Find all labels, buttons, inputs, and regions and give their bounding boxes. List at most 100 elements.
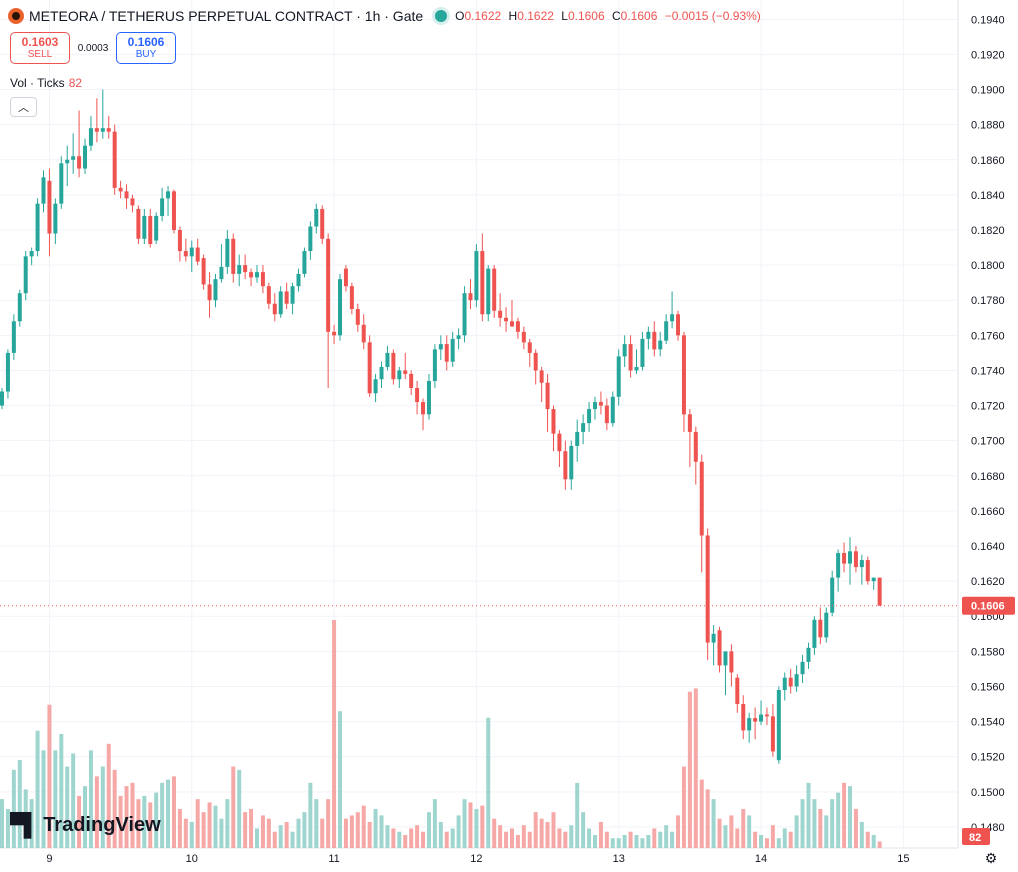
volume-bar bbox=[770, 825, 775, 848]
last-price-text: 0.1606 bbox=[971, 601, 1005, 613]
candle-body bbox=[717, 630, 722, 666]
low-label: L bbox=[561, 9, 568, 23]
candle-body bbox=[148, 215, 153, 245]
volume-bar bbox=[486, 717, 491, 848]
volume-bar bbox=[88, 750, 93, 848]
candle-body bbox=[5, 352, 10, 392]
price-tick-label: 0.1760 bbox=[971, 330, 1005, 342]
volume-bar bbox=[254, 828, 259, 848]
chevron-up-icon: ︿ bbox=[18, 102, 29, 114]
candle-body bbox=[284, 291, 289, 304]
volume-bar bbox=[225, 799, 230, 848]
candle-body bbox=[249, 272, 254, 278]
buy-label: BUY bbox=[135, 49, 157, 60]
volume-bar bbox=[634, 834, 639, 848]
volume-bar bbox=[391, 828, 396, 848]
volume-bar bbox=[5, 808, 10, 848]
candle-body bbox=[847, 551, 852, 564]
candle-body bbox=[11, 321, 16, 353]
volume-bar bbox=[711, 799, 716, 848]
candle-body bbox=[853, 551, 858, 568]
volume-bar bbox=[545, 821, 550, 848]
candle-body bbox=[201, 258, 206, 285]
candle-body bbox=[296, 273, 301, 287]
candle-body bbox=[794, 674, 799, 687]
volume-bar bbox=[11, 769, 16, 848]
price-tick-label: 0.1740 bbox=[971, 365, 1005, 377]
candle-body bbox=[415, 388, 420, 403]
volume-bar bbox=[687, 691, 692, 848]
buy-button[interactable]: 0.1606 BUY bbox=[116, 32, 176, 64]
candle-body bbox=[462, 293, 467, 336]
volume-bar bbox=[403, 834, 408, 848]
volume-bar bbox=[94, 776, 99, 848]
price-tick-label: 0.1520 bbox=[971, 752, 1005, 764]
volume-bar bbox=[17, 760, 22, 848]
volume-bars bbox=[0, 620, 882, 848]
candle-body bbox=[71, 156, 76, 160]
candle-body bbox=[527, 342, 532, 353]
volume-bar bbox=[462, 799, 467, 848]
collapse-legend-button[interactable]: ︿ bbox=[10, 97, 37, 117]
candle-body bbox=[243, 265, 248, 273]
candle-body bbox=[94, 128, 99, 132]
candle-body bbox=[290, 286, 295, 304]
volume-bar bbox=[533, 812, 538, 848]
candle-body bbox=[705, 535, 710, 643]
price-tick-label: 0.1660 bbox=[971, 506, 1005, 518]
candle-body bbox=[652, 331, 657, 350]
candle-body bbox=[77, 156, 82, 169]
candle-body bbox=[545, 382, 550, 410]
volume-bar bbox=[314, 799, 319, 848]
candle-body bbox=[403, 370, 408, 374]
price-scale[interactable]: 0.1940 0.1920 0.1900 0.1880 0.1860 0.1840 0.18… bbox=[971, 14, 1005, 834]
volume-bar bbox=[847, 786, 852, 848]
symbol-title[interactable]: METEORA / TETHERUS PERPETUAL CONTRACT · … bbox=[29, 8, 424, 24]
spread-value: 0.0003 bbox=[77, 42, 109, 54]
candle-body bbox=[213, 279, 218, 301]
candle-body bbox=[468, 293, 473, 301]
volume-bar bbox=[509, 828, 514, 848]
time-scale[interactable]: 9 10 11 12 13 14 15 bbox=[46, 853, 909, 865]
candle-body bbox=[492, 268, 497, 311]
volume-bar bbox=[836, 792, 841, 848]
volume-bar bbox=[284, 821, 289, 848]
volume-indicator-legend[interactable]: Vol · Ticks 82 bbox=[10, 76, 82, 90]
candle-body bbox=[343, 268, 348, 287]
sell-button[interactable]: 0.1603 SELL bbox=[10, 32, 70, 64]
candle-body bbox=[166, 191, 171, 199]
volume-bar bbox=[658, 831, 663, 848]
candle-body bbox=[634, 366, 639, 371]
settings-icon[interactable]: ⚙ bbox=[984, 850, 998, 866]
price-tick-label: 0.1920 bbox=[971, 49, 1005, 61]
volume-bar bbox=[450, 828, 455, 848]
tradingview-watermark[interactable]: ▀▌ TradingView bbox=[10, 812, 161, 838]
volume-bar bbox=[741, 808, 746, 848]
candle-body bbox=[498, 310, 503, 318]
volume-bar bbox=[593, 834, 597, 848]
candle-body bbox=[225, 238, 230, 267]
candle-body bbox=[154, 215, 159, 241]
volume-bar bbox=[652, 828, 657, 848]
volume-bar bbox=[699, 779, 704, 848]
candle-body bbox=[658, 340, 663, 350]
candle-body bbox=[338, 279, 343, 336]
volume-bar bbox=[830, 799, 835, 848]
candle-body bbox=[266, 286, 271, 304]
volume-bar bbox=[213, 805, 218, 848]
volume-bar bbox=[800, 799, 805, 848]
volume-bar bbox=[302, 812, 307, 848]
candle-body bbox=[753, 718, 758, 722]
candle-body bbox=[421, 402, 426, 415]
volume-bar bbox=[308, 782, 313, 848]
last-volume-text: 82 bbox=[969, 832, 981, 844]
candle-body bbox=[320, 208, 325, 239]
candle-body bbox=[747, 718, 752, 731]
candle-body bbox=[770, 716, 775, 752]
volume-bar bbox=[504, 831, 509, 848]
volume-bar bbox=[521, 825, 526, 848]
candle-body bbox=[450, 338, 455, 362]
candle-body bbox=[278, 291, 283, 315]
candle-body bbox=[231, 238, 236, 274]
